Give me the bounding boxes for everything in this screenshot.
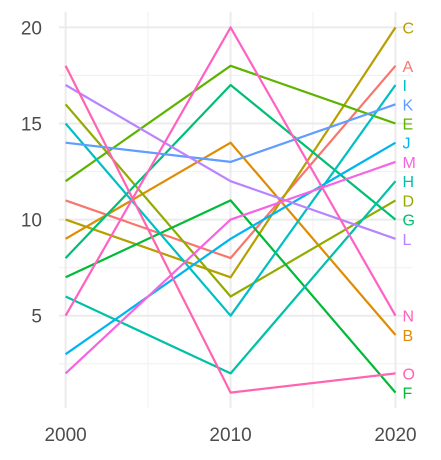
series-line-M xyxy=(64,160,396,375)
y-axis-tick-labels: 5 10 15 20 xyxy=(21,18,42,327)
x-tick-label: 2000 xyxy=(44,425,86,446)
series-label-A: A xyxy=(403,59,414,76)
series-label-J: J xyxy=(403,136,411,153)
series-label-G: G xyxy=(403,213,415,230)
series-label-K: K xyxy=(403,97,414,114)
series-label-H: H xyxy=(403,174,415,191)
gridlines xyxy=(59,12,412,408)
series-line-C xyxy=(65,26,397,279)
series-line-E xyxy=(64,64,396,183)
series-label-B: B xyxy=(403,328,414,345)
x-tick-label: 2010 xyxy=(209,425,251,446)
series-lines xyxy=(64,26,397,394)
y-tick-label: 15 xyxy=(21,114,42,135)
series-line-B xyxy=(65,141,397,336)
x-tick-label: 2020 xyxy=(374,425,416,446)
series-label-N: N xyxy=(403,309,415,326)
series-label-C: C xyxy=(403,20,415,37)
y-tick-label: 5 xyxy=(31,307,42,328)
series-line-K xyxy=(65,103,396,163)
series-line-J xyxy=(64,141,397,356)
series-label-L: L xyxy=(403,232,412,249)
series-line-F xyxy=(65,199,397,394)
series-line-O xyxy=(64,65,396,394)
series-label-M: M xyxy=(403,155,416,172)
series-line-I xyxy=(64,84,397,317)
series-line-D xyxy=(64,103,397,298)
series-label-I: I xyxy=(403,78,407,95)
series-label-D: D xyxy=(403,193,415,210)
series-line-N xyxy=(64,26,397,317)
y-tick-label: 20 xyxy=(21,18,42,39)
x-axis-tick-labels: 2000 2010 2020 xyxy=(44,425,416,446)
y-tick-label: 10 xyxy=(21,211,42,232)
series-label-O: O xyxy=(403,366,415,383)
series-label-F: F xyxy=(403,386,413,403)
series-label-E: E xyxy=(403,116,414,133)
series-labels: A B C D E F G H I J K L M N O xyxy=(403,20,416,402)
